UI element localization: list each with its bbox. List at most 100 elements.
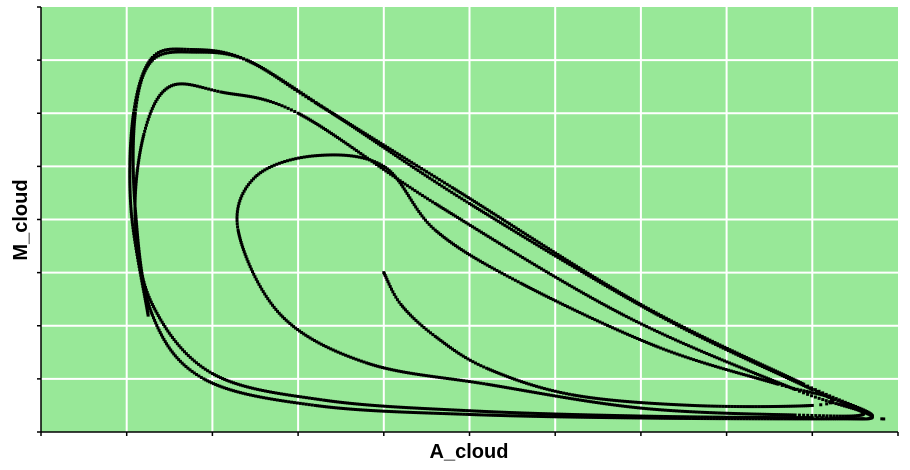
data-point xyxy=(573,415,577,419)
data-point xyxy=(595,299,599,303)
data-point xyxy=(232,53,236,57)
data-point xyxy=(328,153,332,157)
data-point xyxy=(141,277,145,281)
data-point xyxy=(568,263,572,267)
data-point xyxy=(402,370,406,374)
data-point xyxy=(363,155,367,159)
data-point xyxy=(806,413,810,417)
data-point xyxy=(385,167,389,171)
data-point xyxy=(479,381,483,385)
data-point xyxy=(343,401,347,405)
data-point xyxy=(830,417,834,421)
data-point xyxy=(224,387,228,391)
data-point xyxy=(128,165,132,169)
data-point xyxy=(235,210,239,214)
data-point xyxy=(129,201,133,205)
data-point xyxy=(331,399,335,403)
data-point xyxy=(489,368,493,372)
data-point xyxy=(465,200,469,204)
data-point xyxy=(381,167,385,171)
data-point xyxy=(694,347,698,351)
data-point xyxy=(409,371,413,375)
data-point xyxy=(584,293,588,297)
data-point xyxy=(377,142,381,146)
data-point xyxy=(808,417,812,421)
data-point xyxy=(238,199,242,203)
data-point xyxy=(532,263,536,267)
data-point xyxy=(357,150,361,154)
data-point xyxy=(139,273,143,277)
data-point xyxy=(128,199,132,203)
data-point xyxy=(680,409,684,413)
data-point xyxy=(208,50,212,54)
data-point xyxy=(130,127,134,131)
data-point xyxy=(623,399,627,403)
data-point xyxy=(531,411,535,415)
data-point xyxy=(570,412,574,416)
data-point xyxy=(170,84,174,88)
data-point xyxy=(456,189,460,193)
data-point xyxy=(358,130,362,134)
data-point xyxy=(399,370,403,374)
data-point xyxy=(483,206,487,210)
data-point xyxy=(636,406,640,410)
data-point xyxy=(746,358,750,362)
data-point xyxy=(344,153,348,157)
data-point xyxy=(249,267,253,271)
data-point xyxy=(636,414,640,418)
data-point xyxy=(600,401,604,405)
data-point xyxy=(561,255,565,259)
data-point xyxy=(326,153,330,157)
data-point xyxy=(568,396,572,400)
data-point xyxy=(777,381,781,385)
data-point xyxy=(485,382,489,386)
data-point xyxy=(186,354,190,358)
data-point xyxy=(707,404,711,408)
data-point xyxy=(831,395,835,399)
data-point xyxy=(450,412,454,416)
data-point xyxy=(400,304,404,308)
data-point xyxy=(267,70,271,74)
data-point xyxy=(420,193,424,197)
data-point xyxy=(510,376,514,380)
data-point xyxy=(496,384,500,388)
data-point xyxy=(453,244,457,248)
data-point xyxy=(176,82,180,86)
data-point xyxy=(647,326,651,330)
data-point xyxy=(727,361,731,365)
data-point xyxy=(205,50,209,54)
data-point xyxy=(137,252,141,256)
data-point xyxy=(726,411,730,415)
data-point xyxy=(422,411,426,415)
data-point xyxy=(447,189,451,193)
data-point xyxy=(323,128,327,132)
data-point xyxy=(415,406,419,410)
data-point xyxy=(148,112,152,116)
data-point xyxy=(314,121,318,125)
data-point xyxy=(157,328,161,332)
data-point xyxy=(802,391,806,395)
data-point xyxy=(639,414,643,418)
data-point xyxy=(264,294,268,298)
data-point xyxy=(139,146,143,150)
data-point xyxy=(487,209,491,213)
data-point xyxy=(248,265,252,269)
data-point xyxy=(315,340,319,344)
data-point xyxy=(384,275,388,279)
data-point xyxy=(803,417,807,421)
data-point xyxy=(215,51,219,55)
data-point xyxy=(664,402,668,406)
data-point xyxy=(546,412,550,416)
data-point xyxy=(661,408,664,412)
data-point xyxy=(506,375,510,379)
data-point xyxy=(412,162,416,166)
data-point xyxy=(584,415,588,419)
data-point xyxy=(133,102,137,106)
data-point xyxy=(789,404,793,408)
data-point xyxy=(384,166,388,170)
data-point xyxy=(751,360,755,364)
data-point xyxy=(391,405,395,409)
data-point xyxy=(520,411,524,415)
data-point xyxy=(328,109,332,113)
data-point xyxy=(762,378,766,382)
